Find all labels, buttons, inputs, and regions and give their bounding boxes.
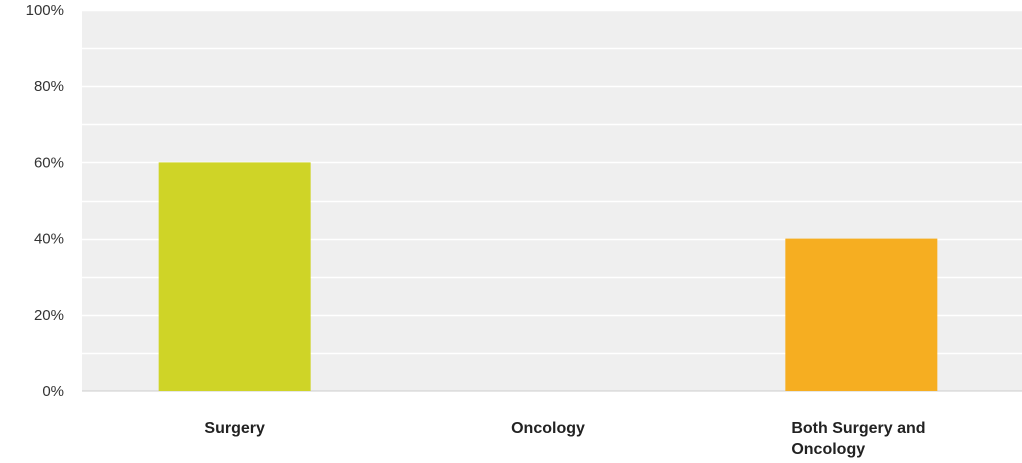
x-category-label: Both Surgery and Oncology <box>791 420 925 458</box>
y-axis-ticks: 0% 20% 40% 60% 80% 100% <box>26 2 64 400</box>
y-tick-label: 0% <box>42 383 64 400</box>
y-tick-label: 100% <box>26 2 64 19</box>
y-tick-label: 40% <box>34 231 64 248</box>
y-tick-label: 60% <box>34 154 64 171</box>
bars <box>158 162 938 391</box>
y-tick-label: 80% <box>34 78 64 95</box>
y-tick-label: 20% <box>34 307 64 324</box>
x-category-label: Surgery <box>204 420 265 437</box>
x-category-label: Oncology <box>511 420 585 437</box>
x-axis-labels: Surgery Oncology Both Surgery and Oncology <box>204 420 925 458</box>
bar <box>158 162 311 391</box>
bar <box>785 238 938 391</box>
